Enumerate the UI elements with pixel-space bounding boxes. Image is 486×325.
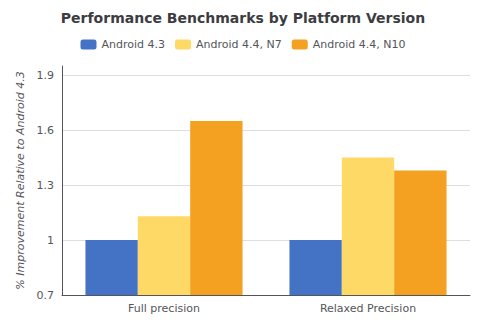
svg-text:Android 4.4, N10: Android 4.4, N10 bbox=[313, 38, 406, 51]
svg-text:Relaxed Precision: Relaxed Precision bbox=[320, 302, 416, 315]
svg-text:Android 4.4, N7: Android 4.4, N7 bbox=[196, 38, 282, 51]
svg-text:1.9: 1.9 bbox=[37, 69, 55, 82]
svg-text:% Improvement Relative to Andr: % Improvement Relative to Android 4.3 bbox=[14, 71, 27, 289]
svg-text:Performance Benchmarks by Plat: Performance Benchmarks by Platform Versi… bbox=[61, 10, 425, 26]
svg-text:Full precision: Full precision bbox=[128, 302, 200, 315]
svg-text:0.7: 0.7 bbox=[37, 289, 55, 302]
svg-text:1.6: 1.6 bbox=[37, 124, 55, 137]
svg-text:1.3: 1.3 bbox=[37, 179, 55, 192]
svg-text:1: 1 bbox=[47, 234, 54, 247]
svg-text:Android 4.3: Android 4.3 bbox=[102, 38, 166, 51]
